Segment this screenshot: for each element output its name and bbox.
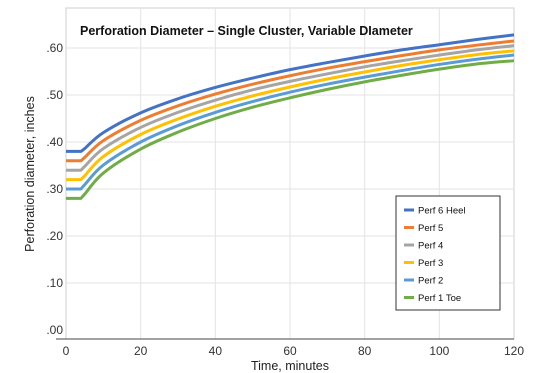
legend-entry: Perf 5 [418,223,443,234]
legend-entry: Perf 4 [418,241,443,252]
y-tick-label: .10 [46,276,63,290]
series-lines [66,33,515,200]
series-line-1 [66,33,515,153]
y-tick-label: .40 [46,135,63,149]
y-tick-label: .50 [46,88,63,102]
x-tick-label: 20 [134,344,148,358]
series-line-6 [66,59,515,200]
legend-box [395,195,501,311]
y-tick-label: .20 [46,229,63,243]
series-line-2 [66,39,515,163]
y-axis-label: Perforation diameter, inches [23,96,37,252]
y-tick-label: .60 [46,41,63,55]
chart-title: Perforation Diameter – Single Cluster, V… [80,24,413,38]
x-tick-labels: 0 20 40 60 80 100 120 [63,344,525,358]
legend: Perf 6 Heel Perf 5 Perf 4 Perf 3 Perf 2 Perf … [395,195,501,311]
series-line-3 [66,44,515,172]
x-tick-label: 40 [209,344,223,358]
x-tick-label: 120 [504,344,524,358]
x-tick-label: 100 [429,344,449,358]
x-axis-label: Time, minutes [251,359,329,373]
y-tick-labels: .00 .10 .20 .30 .40 .50 .60 [46,41,63,337]
series-line-5 [66,53,515,191]
y-tick-label: .00 [46,323,63,337]
x-tick-label: 80 [358,344,372,358]
legend-entry: Perf 3 [418,258,443,269]
legend-entry: Perf 2 [418,276,443,287]
x-tick-label: 60 [283,344,297,358]
x-tick-label: 0 [63,344,70,358]
legend-entry: Perf 1 Toe [418,293,461,304]
series-line-4 [66,49,515,182]
legend-entry: Perf 6 Heel [418,206,466,217]
y-tick-label: .30 [46,182,63,196]
